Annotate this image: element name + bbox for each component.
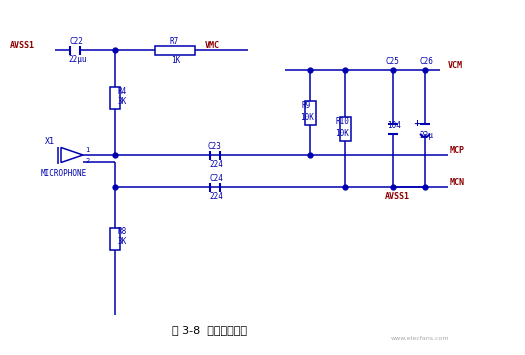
Text: +: +: [413, 120, 420, 129]
Text: 224: 224: [209, 160, 223, 169]
Text: MCN: MCN: [450, 178, 465, 187]
Text: 104: 104: [387, 120, 401, 130]
Text: 2: 2: [85, 158, 89, 164]
Text: AVSS1: AVSS1: [385, 192, 410, 201]
Text: R4: R4: [118, 87, 127, 95]
Text: 1K: 1K: [171, 56, 180, 65]
Text: R10: R10: [335, 118, 349, 126]
Text: VMC: VMC: [205, 41, 220, 50]
Text: R8: R8: [118, 228, 127, 236]
Text: MICROPHONE: MICROPHONE: [41, 169, 87, 179]
Text: R9: R9: [301, 102, 310, 110]
Bar: [304, 100, 316, 125]
Text: 3K: 3K: [118, 97, 127, 105]
Text: VCM: VCM: [448, 61, 463, 70]
Text: X1: X1: [45, 137, 55, 146]
Text: C23: C23: [208, 142, 222, 151]
Text: 3K: 3K: [118, 237, 127, 246]
Text: 10K: 10K: [335, 129, 349, 137]
Text: 图 3-8  音频输入电路: 图 3-8 音频输入电路: [173, 325, 247, 335]
Bar: [110, 87, 120, 109]
Text: C24: C24: [209, 174, 223, 183]
Text: C26: C26: [420, 57, 434, 66]
Text: R7: R7: [170, 37, 179, 46]
Text: MCP: MCP: [450, 146, 465, 155]
Text: www.elecfans.com: www.elecfans.com: [391, 336, 449, 341]
Text: 10K: 10K: [300, 113, 314, 121]
Bar: [155, 45, 195, 55]
Bar: [110, 228, 120, 250]
Bar: [340, 116, 351, 141]
Text: 224: 224: [209, 192, 223, 201]
Text: 22μ: 22μ: [419, 131, 433, 141]
Text: C25: C25: [386, 57, 400, 66]
Text: C22: C22: [69, 37, 83, 46]
Text: 1: 1: [85, 147, 89, 153]
Text: AVSS1: AVSS1: [10, 41, 35, 50]
Text: 22μu: 22μu: [68, 55, 87, 64]
